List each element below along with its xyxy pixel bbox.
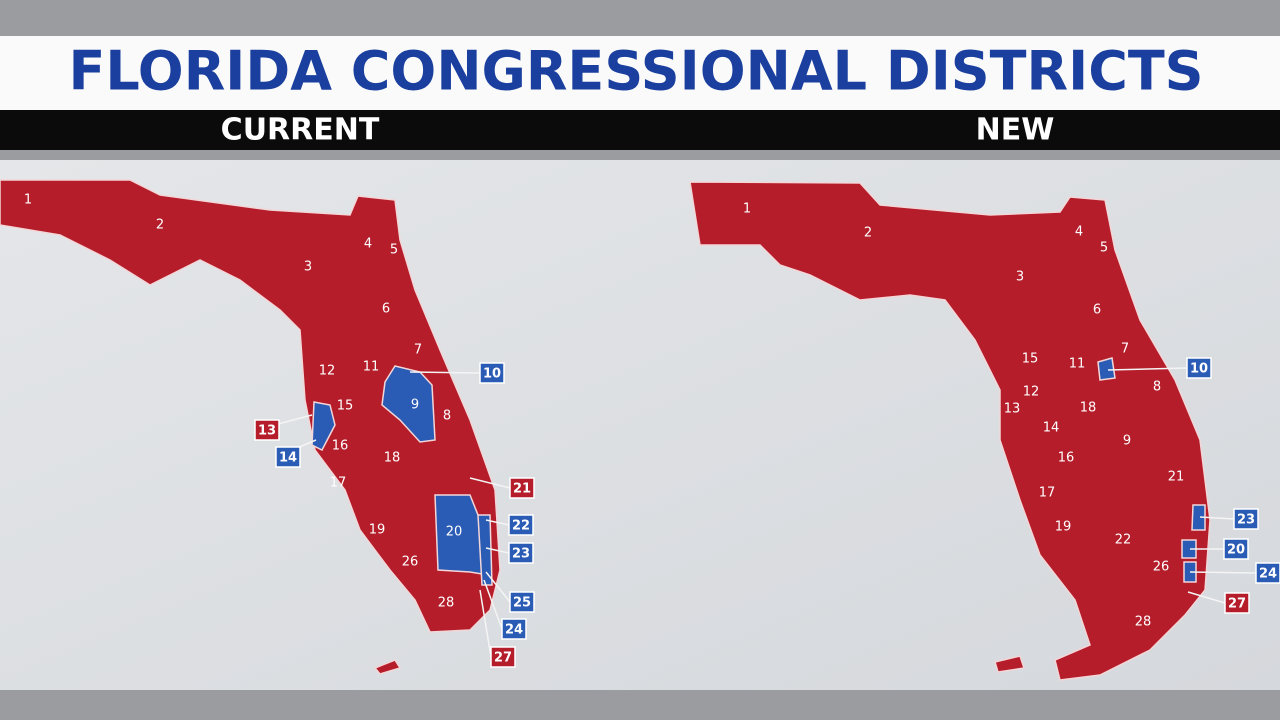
state-shape (689, 181, 1211, 681)
callout-box (1223, 538, 1249, 560)
state-shape (0, 179, 501, 675)
district-label: 8 (1153, 380, 1161, 395)
callout-box (1255, 562, 1280, 584)
district-label: 12 (1023, 385, 1040, 400)
district-label: 23 (512, 547, 530, 562)
callout-line (1107, 367, 1188, 371)
district-label: 5 (1100, 241, 1108, 256)
district-label: 11 (1069, 357, 1086, 372)
callout-box (254, 419, 280, 441)
district-label: 3 (1016, 270, 1024, 285)
district-label: 4 (1075, 225, 1083, 240)
callout-box (490, 646, 516, 668)
callout-line (483, 579, 503, 630)
district-label: 12 (319, 364, 336, 379)
district-label: 17 (1039, 486, 1056, 501)
district-label: 24 (1259, 567, 1277, 582)
district-label: 15 (1022, 352, 1039, 367)
district-label: 14 (279, 451, 297, 466)
district-label: 10 (483, 367, 501, 382)
callout-line (409, 371, 481, 374)
district-label: 9 (411, 398, 419, 413)
district-label: 7 (1121, 342, 1129, 357)
district-label: 26 (1153, 560, 1170, 575)
callout-line (1187, 591, 1226, 604)
district-label: 21 (1168, 470, 1185, 485)
district-label: 16 (1058, 451, 1075, 466)
district-label: 22 (1115, 533, 1132, 548)
district-label: 28 (1135, 615, 1152, 630)
district-label: 27 (1228, 597, 1246, 612)
district-label: 1 (24, 193, 32, 208)
district-label: 16 (332, 439, 349, 454)
callout-box (509, 591, 535, 613)
district-label: 2 (156, 218, 164, 233)
district-label: 1 (743, 202, 751, 217)
district-label: 5 (390, 243, 398, 258)
district-label: 18 (1080, 401, 1097, 416)
district-label: 8 (443, 409, 451, 424)
district-label: 19 (369, 523, 386, 538)
district-label: 23 (1237, 513, 1255, 528)
callout-box (508, 514, 534, 536)
district-label: 21 (513, 482, 531, 497)
district-label: 15 (337, 399, 354, 414)
district-label: 13 (1004, 402, 1021, 417)
district-label: 4 (364, 237, 372, 252)
heading-bar (0, 110, 1280, 150)
district-label: 20 (446, 525, 463, 540)
district-label: 19 (1055, 520, 1072, 535)
district-label: 25 (513, 596, 531, 611)
district-label: 28 (438, 596, 455, 611)
callout-box (275, 446, 301, 468)
callout-line (1199, 516, 1235, 520)
district-label: 9 (1123, 434, 1131, 449)
callout-box (501, 618, 527, 640)
district-label: 20 (1227, 543, 1245, 558)
callout-box (1224, 592, 1250, 614)
callout-line (469, 477, 511, 489)
heading: CURRENT (221, 113, 380, 148)
district-label: 11 (363, 360, 380, 375)
callout-box (1186, 357, 1212, 379)
district-label: 24 (505, 623, 523, 638)
district-label: 6 (1093, 303, 1101, 318)
district-label: 3 (304, 260, 312, 275)
district-label: 26 (402, 555, 419, 570)
district-label: 2 (864, 226, 872, 241)
district-label: 14 (1043, 421, 1060, 436)
callout-box (509, 477, 535, 499)
district-label: 7 (414, 343, 422, 358)
callout-line (485, 547, 510, 554)
district-label: 13 (258, 424, 276, 439)
title-band (0, 36, 1280, 110)
district-label: 18 (384, 451, 401, 466)
callout-line (1189, 571, 1257, 574)
callout-line (485, 571, 511, 603)
callout-line (485, 519, 510, 526)
district-label: 6 (382, 302, 390, 317)
district-label: 17 (330, 476, 347, 491)
callout-box (508, 542, 534, 564)
callout-line (479, 589, 492, 658)
callout-box (479, 362, 505, 384)
district-label: 10 (1190, 362, 1208, 377)
district-label: 22 (512, 519, 530, 534)
callout-box (1233, 508, 1259, 530)
title: FLORIDA CONGRESSIONAL DISTRICTS (68, 40, 1203, 103)
district-label: 27 (494, 651, 512, 666)
heading: NEW (976, 113, 1055, 148)
